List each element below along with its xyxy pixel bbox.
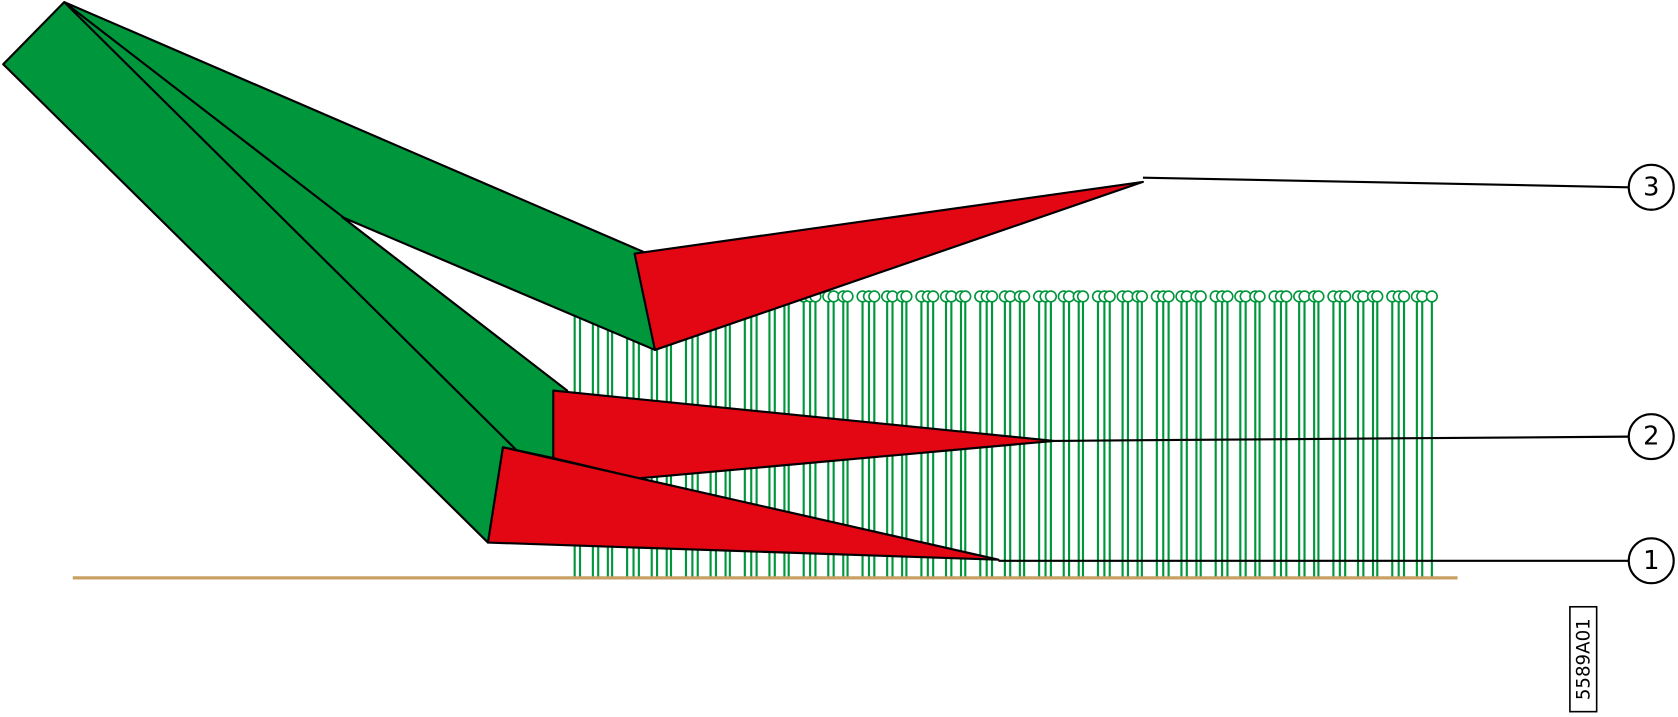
plant-head — [1397, 290, 1411, 303]
callout-circle — [1627, 413, 1675, 461]
plant-head — [1312, 290, 1325, 303]
plant-head — [1194, 290, 1207, 303]
plant-head — [1103, 290, 1116, 303]
callout-circle — [1627, 163, 1675, 211]
plant-head — [1339, 290, 1352, 303]
plant-head — [1371, 290, 1384, 303]
plant-head — [868, 290, 881, 303]
divider-1 — [486, 446, 1000, 561]
plant-head — [1076, 290, 1090, 303]
callout-label: 3 — [1643, 172, 1659, 202]
plant-head — [985, 290, 999, 303]
plant-head — [841, 290, 854, 303]
plant-head — [1221, 290, 1234, 303]
callout-circle — [1627, 537, 1675, 585]
plant-head — [927, 290, 940, 303]
plant-head — [959, 290, 972, 303]
plant-head — [1425, 290, 1439, 303]
callout-label: 1 — [1643, 546, 1659, 576]
leader-line — [1142, 176, 1629, 189]
leader-line — [1054, 435, 1629, 442]
plant-head — [1162, 290, 1175, 303]
plant-head — [1017, 290, 1031, 303]
arm-edge — [63, 1, 517, 451]
plant-head — [1044, 290, 1058, 303]
arm-edge — [63, 1, 346, 220]
plant-head — [1253, 290, 1266, 303]
plant-head — [1135, 290, 1149, 303]
callout-label: 2 — [1643, 422, 1659, 452]
plant-head — [1280, 290, 1293, 303]
figure-id: 5589A01 — [1573, 618, 1594, 700]
divider-3 — [633, 180, 1144, 352]
figure-id-box — [1569, 605, 1598, 713]
plant-head — [900, 290, 913, 303]
